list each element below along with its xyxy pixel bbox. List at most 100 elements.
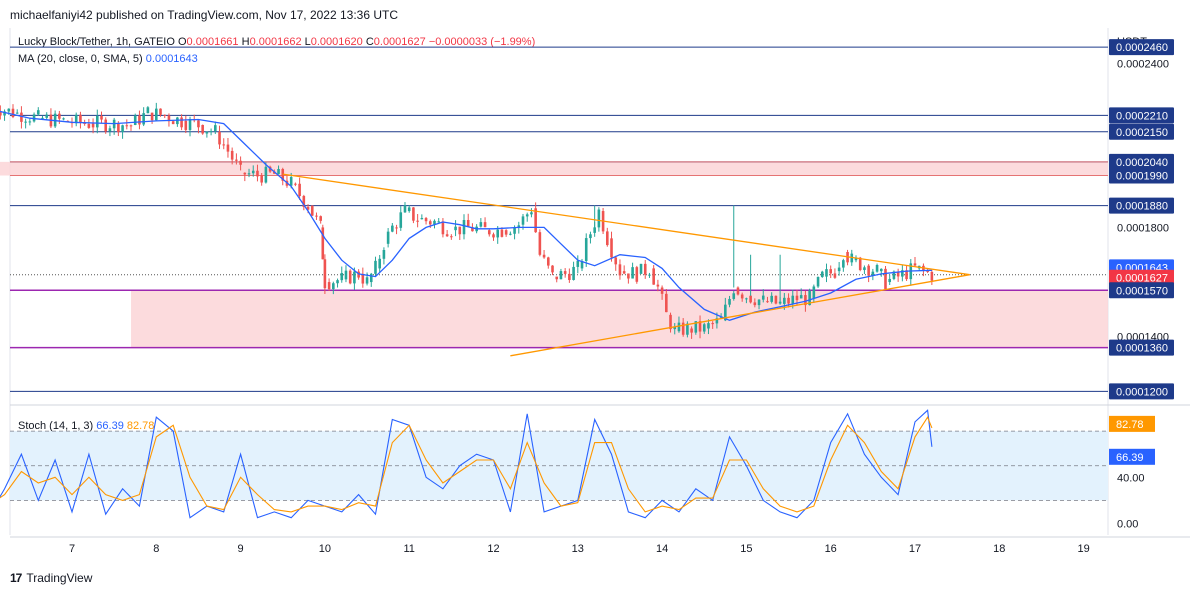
brand-name: TradingView bbox=[26, 571, 93, 585]
price-tag-bg bbox=[1109, 123, 1174, 140]
candle-body bbox=[812, 286, 816, 299]
candle-body bbox=[41, 117, 44, 119]
price-tag-bg bbox=[1109, 269, 1174, 286]
symbol-name[interactable]: Lucky Block/Tether, 1h, GATEIO bbox=[18, 36, 175, 48]
candle-body bbox=[28, 121, 32, 123]
candle-body bbox=[24, 121, 27, 123]
candle-body bbox=[618, 264, 622, 276]
candle-body bbox=[424, 218, 428, 222]
candle-body bbox=[576, 260, 580, 267]
candle-body bbox=[403, 205, 407, 213]
candle-body bbox=[761, 295, 765, 300]
candle-body bbox=[707, 323, 710, 329]
candle-body bbox=[184, 120, 188, 130]
candle-body bbox=[433, 220, 436, 225]
candle-body bbox=[871, 271, 875, 276]
candle-body bbox=[471, 227, 474, 232]
candle-body bbox=[348, 270, 352, 284]
candle-body bbox=[87, 123, 91, 128]
candle-body bbox=[395, 227, 398, 229]
candle-body bbox=[214, 125, 217, 132]
candle-body bbox=[150, 112, 154, 121]
candle-body bbox=[534, 208, 537, 233]
candle-body bbox=[454, 226, 457, 231]
tradingview-logo[interactable]: 17 TradingView bbox=[10, 571, 92, 585]
x-tick-label: 14 bbox=[656, 543, 668, 555]
candle-body bbox=[58, 113, 61, 119]
candle-body bbox=[382, 249, 386, 259]
candle-body bbox=[197, 120, 200, 128]
candle-body bbox=[732, 293, 736, 299]
candle-body bbox=[669, 314, 672, 330]
candle-body bbox=[926, 270, 929, 272]
price-tag-label: 0.0001627 bbox=[1116, 273, 1168, 285]
candle-body bbox=[724, 304, 727, 321]
candle-body bbox=[863, 267, 866, 271]
candle-body bbox=[787, 297, 790, 304]
stoch-d-line bbox=[0, 416, 933, 513]
candle-body bbox=[336, 280, 339, 284]
price-tag-bg bbox=[1109, 282, 1174, 299]
x-tick-label: 19 bbox=[1077, 543, 1089, 555]
stoch-legend[interactable]: Stoch (14, 1, 3) 66.39 82.78 bbox=[18, 420, 154, 432]
ma-legend[interactable]: MA (20, close, 0, SMA, 5) 0.0001643 bbox=[18, 53, 198, 65]
trendline-1 bbox=[510, 274, 970, 357]
candle-body bbox=[155, 108, 158, 121]
candle-body bbox=[509, 233, 512, 235]
candle-body bbox=[100, 115, 103, 120]
stoch-k-value: 66.39 bbox=[96, 420, 124, 432]
candle-body bbox=[542, 254, 546, 258]
stoch-label: Stoch (14, 1, 3) bbox=[18, 420, 94, 432]
candle-body bbox=[319, 216, 322, 221]
candle-body bbox=[125, 125, 129, 127]
candle-body bbox=[180, 117, 183, 128]
low-value: 0.0001620 bbox=[310, 36, 363, 48]
candle-body bbox=[580, 261, 584, 269]
candle-body bbox=[795, 295, 799, 301]
candle-body bbox=[702, 324, 706, 332]
candle-body bbox=[466, 220, 470, 227]
candle-body bbox=[606, 231, 609, 246]
candle-body bbox=[378, 258, 381, 269]
ma-value: 0.0001643 bbox=[145, 53, 198, 65]
open-value: 0.0001661 bbox=[186, 36, 239, 48]
candle-body bbox=[766, 301, 769, 303]
candle-body bbox=[142, 113, 145, 125]
candle-body bbox=[399, 212, 403, 228]
candle-body bbox=[504, 230, 508, 235]
candle-body bbox=[79, 114, 82, 123]
candle-body bbox=[458, 226, 462, 235]
candle-body bbox=[749, 295, 752, 303]
candle-body bbox=[91, 123, 95, 128]
candle-body bbox=[412, 207, 415, 221]
candle-body bbox=[369, 273, 373, 283]
candle-body bbox=[884, 268, 887, 290]
close-value: 0.0001627 bbox=[373, 36, 426, 48]
x-tick-label: 16 bbox=[825, 543, 837, 555]
candle-body bbox=[277, 169, 280, 175]
candle-body bbox=[728, 298, 731, 305]
candle-body bbox=[289, 177, 293, 186]
ma-line bbox=[0, 110, 932, 321]
candle-body bbox=[230, 150, 234, 160]
symbol-legend: Lucky Block/Tether, 1h, GATEIO O0.000166… bbox=[18, 36, 535, 48]
candle-body bbox=[15, 112, 19, 114]
candle-body bbox=[745, 298, 748, 300]
candle-body bbox=[804, 295, 807, 306]
candle-body bbox=[416, 220, 419, 222]
candle-body bbox=[260, 175, 263, 183]
candle-body bbox=[753, 302, 757, 306]
candle-body bbox=[188, 119, 192, 130]
candle-body bbox=[95, 115, 99, 128]
price-tag-bg bbox=[1109, 153, 1174, 170]
candle-body bbox=[407, 207, 411, 212]
candle-body bbox=[310, 205, 314, 216]
price-tag-bg bbox=[1109, 39, 1174, 56]
candle-body bbox=[584, 238, 588, 262]
stoch-tag-label: 66.39 bbox=[1116, 452, 1144, 464]
candle-body bbox=[353, 271, 356, 284]
candle-body bbox=[462, 220, 466, 235]
candle-body bbox=[517, 225, 521, 228]
candle-body bbox=[589, 234, 592, 239]
